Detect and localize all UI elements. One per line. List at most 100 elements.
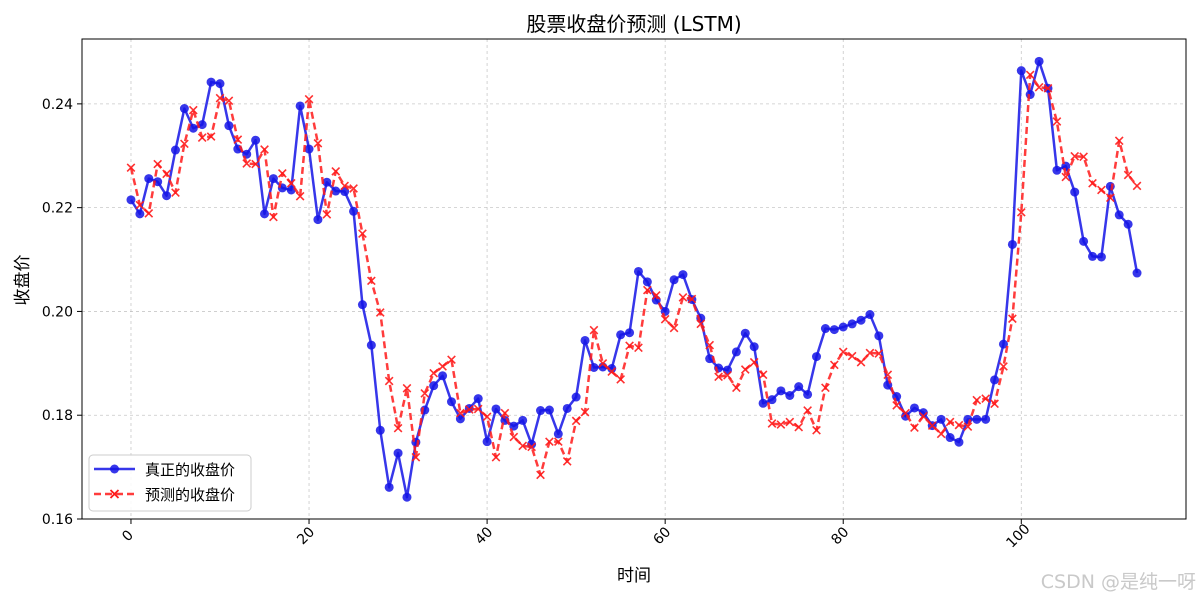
data-point-actual <box>536 406 546 416</box>
data-point-actual <box>340 187 350 197</box>
data-point-actual <box>874 331 884 341</box>
data-point-predicted <box>251 159 260 169</box>
x-axis-label: 时间 <box>617 566 651 586</box>
data-point-predicted <box>740 365 750 374</box>
data-point-predicted <box>473 404 483 414</box>
data-point-predicted <box>1043 83 1053 93</box>
data-point-predicted <box>1114 136 1124 146</box>
data-point-actual <box>135 209 145 219</box>
data-point-predicted <box>340 181 350 191</box>
data-point-actual <box>642 277 652 287</box>
data-point-actual <box>402 492 412 502</box>
data-point-actual <box>972 414 982 424</box>
data-point-predicted <box>963 422 973 431</box>
data-point-predicted <box>999 362 1008 371</box>
data-point-actual <box>518 415 528 425</box>
data-point-actual <box>322 177 332 187</box>
data-point-predicted <box>803 406 812 415</box>
data-point-actual <box>153 177 163 187</box>
data-point-actual <box>829 325 839 335</box>
data-point-actual <box>349 206 359 216</box>
legend-label-predicted: 预测的收盘价 <box>145 486 235 504</box>
data-point-predicted <box>322 210 332 219</box>
chart-title: 股票收盘价预测 (LSTM) <box>526 12 741 36</box>
data-point-predicted <box>1079 152 1088 162</box>
data-point-actual <box>776 386 786 396</box>
data-point-actual <box>936 414 946 424</box>
data-point-predicted <box>936 429 946 439</box>
y-tick-label: 0.18 <box>42 408 73 424</box>
data-point-predicted <box>651 290 661 300</box>
y-tick-label: 0.22 <box>42 201 73 217</box>
data-point-predicted <box>785 417 795 427</box>
data-point-actual <box>616 330 626 340</box>
data-point-predicted <box>847 351 857 361</box>
data-point-actual <box>366 340 376 350</box>
data-point-actual <box>731 347 741 357</box>
data-point-actual <box>589 362 599 372</box>
data-point-predicted <box>215 93 225 103</box>
data-point-actual <box>224 121 234 131</box>
data-point-predicted <box>1070 151 1080 161</box>
data-point-predicted <box>874 349 884 358</box>
data-point-actual <box>607 364 617 374</box>
data-point-predicted <box>687 294 697 304</box>
data-point-predicted <box>126 163 136 173</box>
data-point-predicted <box>723 370 732 380</box>
grid-lines <box>82 39 1186 520</box>
series-predicted <box>126 70 1142 480</box>
data-point-actual <box>482 437 492 447</box>
data-point-predicted <box>1052 117 1062 126</box>
legend-marker-actual <box>110 464 119 474</box>
data-point-actual <box>162 191 172 201</box>
data-point-predicted <box>180 139 189 149</box>
data-point-predicted <box>197 133 207 142</box>
data-point-predicted <box>1132 181 1142 191</box>
data-point-predicted <box>616 375 626 384</box>
data-point-predicted <box>242 159 252 168</box>
data-point-actual <box>206 77 216 87</box>
data-point-actual <box>758 398 768 408</box>
data-point-actual <box>331 186 341 196</box>
data-point-predicted <box>545 437 554 447</box>
data-point-predicted <box>927 421 937 430</box>
data-point-actual <box>491 404 501 414</box>
data-point-predicted <box>447 355 456 365</box>
series-layer <box>126 56 1142 502</box>
data-point-predicted <box>393 423 403 433</box>
data-point-actual <box>544 405 554 415</box>
data-point-actual <box>1123 219 1133 229</box>
data-point-predicted <box>812 425 821 435</box>
data-point-actual <box>580 335 590 345</box>
data-point-predicted <box>642 285 652 295</box>
legend-marker-predicted <box>109 489 120 499</box>
legend-label-actual: 真正的收盘价 <box>145 461 235 479</box>
data-point-predicted <box>562 457 572 466</box>
data-point-actual <box>170 145 180 155</box>
data-point-actual <box>625 328 635 338</box>
data-point-actual <box>1132 268 1142 278</box>
data-point-actual <box>785 390 795 400</box>
data-point-predicted <box>714 372 723 382</box>
data-point-actual <box>1096 252 1106 262</box>
data-point-predicted <box>669 323 679 333</box>
data-point-predicted <box>171 188 180 197</box>
data-point-predicted <box>625 341 634 351</box>
data-point-actual <box>812 352 822 362</box>
data-point-predicted <box>945 417 955 427</box>
data-point-actual <box>571 392 581 402</box>
data-point-predicted <box>972 395 982 405</box>
data-point-predicted <box>589 325 599 335</box>
watermark: CSDN @是纯一呀 <box>1041 571 1196 593</box>
data-point-actual <box>179 104 189 114</box>
data-point-actual <box>669 275 679 285</box>
data-point-actual <box>251 135 261 145</box>
data-point-predicted <box>358 229 367 238</box>
data-point-actual <box>446 397 456 407</box>
data-point-actual <box>313 215 323 225</box>
data-point-actual <box>473 394 483 404</box>
data-point-predicted <box>153 159 163 169</box>
data-point-predicted <box>553 437 563 447</box>
y-tick-label: 0.20 <box>42 304 73 320</box>
data-point-actual <box>144 174 154 184</box>
